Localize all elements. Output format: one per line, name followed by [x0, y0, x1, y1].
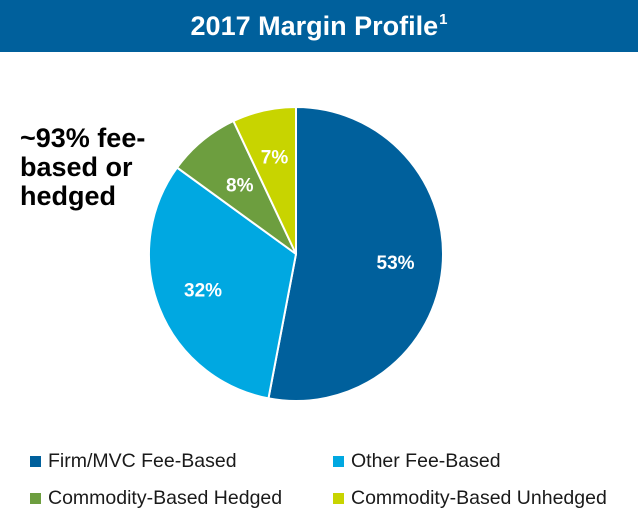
legend-swatch	[30, 493, 41, 504]
legend-item-firm-mvc-fee-based: Firm/MVC Fee-Based	[30, 450, 237, 473]
slice-data-label: 53%	[377, 253, 415, 274]
callout-line-1: ~93% fee-	[20, 123, 146, 153]
pie-slice-commodity-based-unhedged	[232, 105, 297, 255]
legend-label: Other Fee-Based	[351, 450, 501, 472]
pie-chart: 53% 32% 8% 7%	[148, 105, 444, 402]
title-bar: 2017 Margin Profile1	[0, 0, 638, 52]
legend-label: Commodity-Based Unhedged	[351, 487, 607, 509]
chart-title: 2017 Margin Profile	[190, 11, 439, 41]
legend-item-commodity-based-unhedged: Commodity-Based Unhedged	[333, 487, 607, 510]
legend-swatch	[333, 456, 344, 467]
slice-data-label: 7%	[261, 147, 289, 168]
callout-line-3: hedged	[20, 181, 117, 211]
legend-swatch	[333, 493, 344, 504]
legend-swatch	[30, 456, 41, 467]
title-footnote-marker: 1	[439, 11, 448, 28]
slice-data-label: 32%	[184, 280, 222, 301]
pie-slice-firm-mvc-fee-based	[267, 105, 444, 402]
legend-label: Firm/MVC Fee-Based	[48, 450, 237, 472]
slice-data-label: 8%	[226, 176, 254, 197]
pie-slice-other-fee-based	[148, 166, 298, 400]
fee-based-callout: ~93% fee- based or hedged	[20, 124, 160, 211]
callout-line-2: based or	[20, 152, 133, 182]
legend-label: Commodity-Based Hedged	[48, 487, 283, 509]
legend-item-commodity-based-hedged: Commodity-Based Hedged	[30, 487, 282, 510]
legend-item-other-fee-based: Other Fee-Based	[333, 450, 501, 473]
